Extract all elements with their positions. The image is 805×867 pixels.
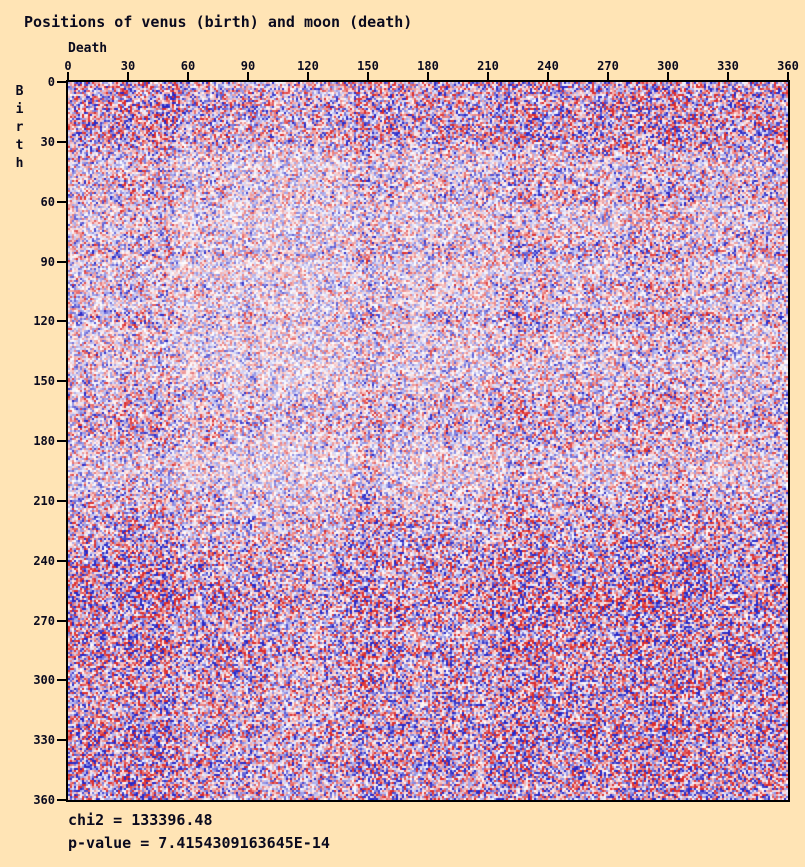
- x-tick-mark: [487, 72, 489, 80]
- x-tick-label: 240: [537, 59, 559, 73]
- y-tick-mark: [57, 380, 66, 383]
- y-tick-mark: [57, 320, 66, 323]
- y-tick-label: 240: [33, 553, 55, 568]
- y-tick-mark: [57, 260, 66, 263]
- y-axis-title: Birth: [12, 84, 27, 174]
- y-tick-label: 360: [33, 793, 55, 807]
- y-tick-label: 120: [33, 314, 55, 329]
- x-tick-label: 210: [477, 59, 499, 73]
- x-tick-label: 180: [417, 59, 439, 73]
- y-tick-mark: [57, 200, 66, 203]
- x-tick-mark: [127, 72, 129, 80]
- y-tick-label: 180: [33, 434, 55, 448]
- y-tick-label: 150: [33, 374, 55, 389]
- y-tick-mark: [57, 559, 66, 562]
- y-tick-label: 270: [33, 613, 55, 628]
- heatmap-plot-frame: [66, 80, 790, 802]
- x-tick-mark: [667, 72, 669, 80]
- x-tick-mark: [187, 72, 189, 80]
- x-tick-mark: [247, 72, 249, 80]
- y-tick-mark: [57, 140, 66, 143]
- y-tick-mark: [57, 739, 66, 742]
- x-tick-mark: [367, 72, 369, 80]
- y-tick-label: 330: [33, 733, 55, 748]
- y-tick-label: 60: [40, 194, 55, 209]
- heatmap-canvas: [68, 82, 788, 800]
- x-tick-label: 90: [240, 59, 256, 73]
- chart-title: Positions of venus (birth) and moon (dea…: [24, 13, 413, 31]
- x-tick-label: 300: [657, 59, 679, 73]
- y-tick-mark: [57, 499, 66, 502]
- x-tick-label: 360: [777, 59, 799, 73]
- chi2-stat-text: chi2 = 133396.48: [68, 811, 213, 829]
- x-tick-mark: [787, 72, 789, 80]
- y-tick-mark: [57, 440, 66, 442]
- x-tick-label: 150: [357, 59, 379, 73]
- x-tick-mark: [67, 72, 69, 80]
- y-tick-mark: [57, 81, 66, 83]
- x-tick-label: 270: [597, 59, 619, 73]
- y-tick-label: 300: [33, 673, 55, 688]
- y-tick-label: 90: [40, 254, 55, 269]
- x-tick-label: 60: [180, 59, 196, 73]
- p-value-stat-text: p-value = 7.4154309163645E-14: [68, 834, 330, 852]
- y-tick-label: 30: [40, 134, 55, 149]
- x-tick-mark: [307, 72, 309, 80]
- x-tick-mark: [607, 72, 609, 80]
- x-axis-title: Death: [68, 41, 108, 56]
- y-tick-mark: [57, 619, 66, 622]
- y-tick-label: 0: [47, 75, 55, 89]
- y-tick-label: 210: [33, 493, 55, 508]
- x-tick-label: 30: [120, 59, 136, 73]
- x-tick-label: 120: [297, 59, 319, 73]
- y-tick-mark: [57, 799, 66, 801]
- x-tick-mark: [727, 72, 729, 80]
- x-tick-mark: [427, 72, 429, 80]
- x-tick-label: 330: [717, 59, 739, 73]
- x-tick-label: 0: [64, 59, 72, 73]
- x-tick-mark: [547, 72, 549, 80]
- y-tick-mark: [57, 679, 66, 682]
